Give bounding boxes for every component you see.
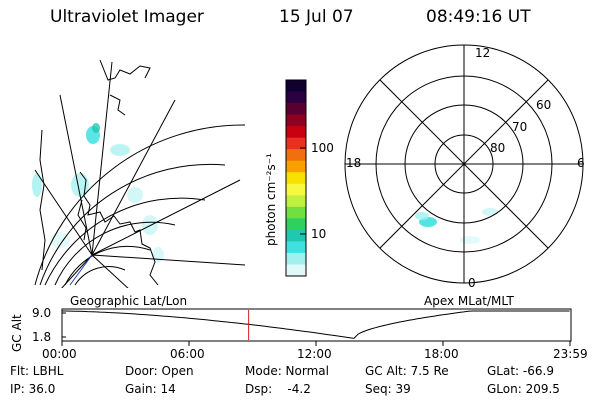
date-label: 15 Jul 07 xyxy=(279,7,354,27)
color-scale-bar xyxy=(285,79,307,277)
colorbar-cell xyxy=(286,160,306,173)
lat-label-70: 70 xyxy=(512,120,528,134)
lat-label-80: 80 xyxy=(490,141,506,155)
mlt-label-12: 12 xyxy=(475,46,491,60)
colorbar-cell xyxy=(286,206,306,219)
geographic-map xyxy=(32,59,246,288)
colorbar-cell xyxy=(286,241,306,254)
colorbar-cell xyxy=(286,149,306,162)
colorbar-tick-10: 10 xyxy=(311,227,327,241)
mlt-label-0: 0 xyxy=(468,276,476,290)
colorbar-cell xyxy=(286,252,306,265)
gc-alt-status: GC Alt: 7.5 Re xyxy=(365,364,449,378)
time-tick-2359: 23:59 xyxy=(553,347,588,361)
glon-status: GLon: 209.5 xyxy=(487,382,560,396)
colorbar-cell xyxy=(286,172,306,185)
colorbar-cell xyxy=(286,91,306,104)
colorbar-cell xyxy=(286,195,306,208)
colorbar-cell xyxy=(286,126,306,139)
mlt-label-18: 18 xyxy=(346,156,362,170)
time-tick-0600: 06:00 xyxy=(170,347,205,361)
geographic-label: Geographic Lat/Lon xyxy=(70,294,188,308)
apex-label: Apex MLat/MLT xyxy=(424,294,514,308)
time-tick-1800: 18:00 xyxy=(424,347,459,361)
lat-label-60: 60 xyxy=(536,98,552,112)
altitude-tick-high: 9.0 xyxy=(32,306,52,320)
colorbar-cell xyxy=(286,229,306,242)
app-title: Ultraviolet Imager xyxy=(50,7,204,27)
seq-status: Seq: 39 xyxy=(365,382,411,396)
mlt-label-6: 6 xyxy=(577,156,585,170)
mode-status: Mode: Normal xyxy=(245,364,329,378)
colorbar-cell xyxy=(286,218,306,231)
altitude-chart xyxy=(61,308,572,346)
altitude-tick-low: 1.8 xyxy=(32,330,52,344)
glat-status: GLat: -66.9 xyxy=(487,364,554,378)
ip-status: IP: 36.0 xyxy=(10,382,56,396)
altitude-axis-title: GC Alt xyxy=(10,314,24,352)
colorbar-cell xyxy=(286,264,306,277)
time-tick-0000: 00:00 xyxy=(42,347,77,361)
dsp-status: Dsp: -4.2 xyxy=(245,382,311,396)
door-status: Door: Open xyxy=(125,364,194,378)
filter-status: Flt: LBHL xyxy=(10,364,64,378)
colorbar-cell xyxy=(286,80,306,93)
colorbar-cell xyxy=(286,137,306,150)
colorbar-cell xyxy=(286,114,306,127)
colorbar-unit-label: photon cm⁻²s⁻¹ xyxy=(264,153,278,246)
colorbar-cell xyxy=(286,183,306,196)
gain-status: Gain: 14 xyxy=(125,382,176,396)
colorbar-tick-100: 100 xyxy=(311,141,334,155)
polar-mlt-plot xyxy=(344,44,584,284)
colorbar-cell xyxy=(286,103,306,116)
time-tick-1200: 12:00 xyxy=(297,347,332,361)
time-label: 08:49:16 UT xyxy=(426,7,531,27)
